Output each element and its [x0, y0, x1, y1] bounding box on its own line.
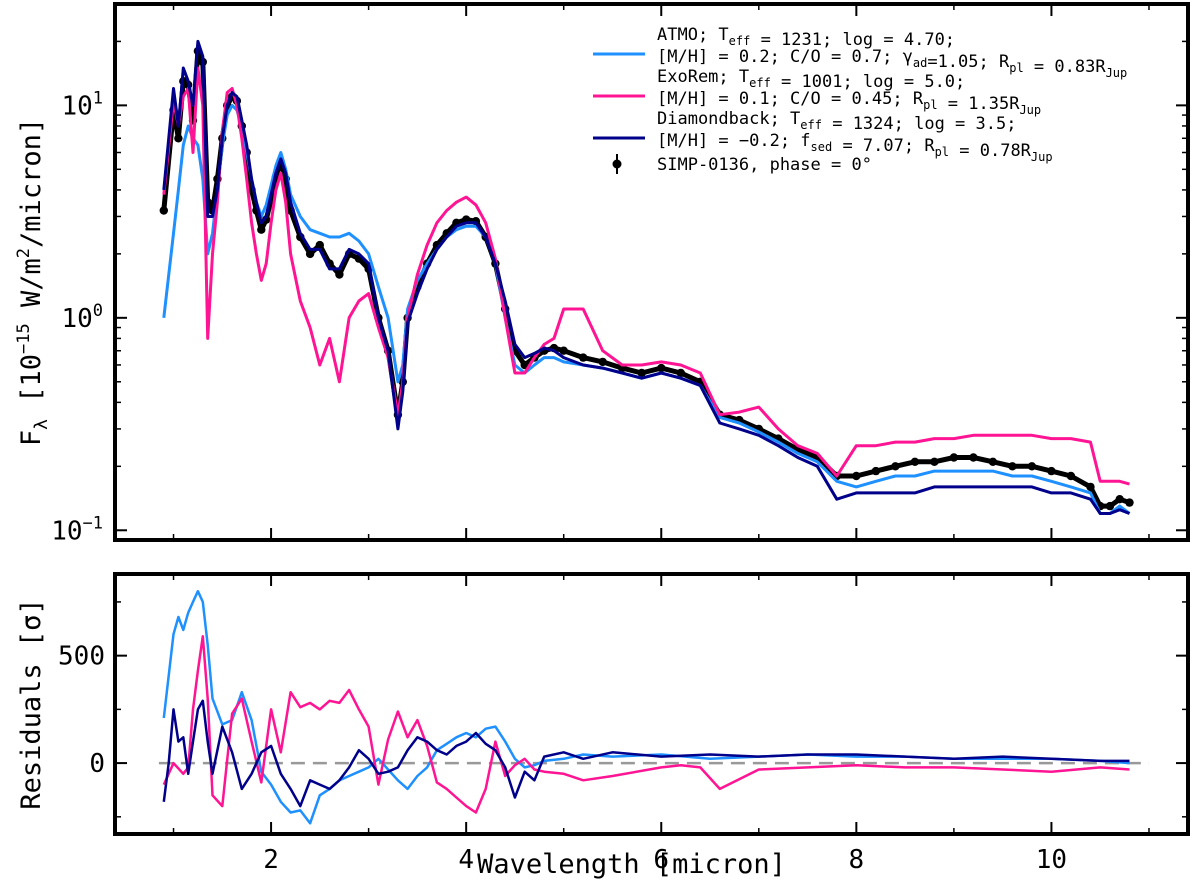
- legend-label: ATMO; Teff = 1231; log = 4.70;: [657, 25, 955, 50]
- x-tick-label: 8: [849, 845, 865, 875]
- spectrum-y-axis-label: Fλ [10−15 W/m2/micron]: [14, 118, 52, 446]
- y-tick-label: 0: [89, 749, 105, 779]
- x-axis-label: Wavelength [micron]: [477, 849, 786, 880]
- spectrum-panel: 101 100 10−1: [51, 2, 1190, 546]
- y-tick-label: 10−1: [51, 513, 103, 546]
- axis-labels: Wavelength [micron] Residuals [σ] Fλ [10−1…: [14, 118, 786, 880]
- legend-item-2: Diamondback; Teff = 1324; log = 3.5;[M/H…: [593, 109, 1053, 164]
- residual-line-atmo: [162, 589, 1130, 825]
- legend-point-handle: [612, 159, 622, 169]
- series-line-exorem: [162, 66, 1130, 486]
- legend-label: Diamondback; Teff = 1324; log = 3.5;: [657, 109, 1016, 134]
- residuals-frame: [113, 572, 1190, 836]
- y-tick-label: 101: [61, 88, 103, 121]
- legend: ATMO; Teff = 1231; log = 4.70;[M/H] = 0.…: [593, 25, 1127, 175]
- legend-item-3: SIMP-0136, phase = 0°: [612, 154, 872, 175]
- series-line-diamondback: [162, 39, 1131, 515]
- legend-item-0: ATMO; Teff = 1231; log = 4.70;[M/H] = 0.…: [593, 25, 1127, 80]
- residual-line-diamondback: [162, 699, 1130, 808]
- legend-label: ExoRem; Teff = 1001; log = 5.0;: [657, 67, 965, 92]
- residuals-panel: 2 4 6 8 10 0 500: [58, 572, 1190, 875]
- y-tick-label: 500: [58, 642, 105, 672]
- legend-item-1: ExoRem; Teff = 1001; log = 5.0;[M/H] = 0…: [593, 67, 1041, 117]
- x-tick-label: 10: [1036, 845, 1067, 875]
- residuals-plot-area: [158, 589, 1149, 825]
- x-tick-label: 2: [263, 845, 279, 875]
- legend-label: [M/H] = 0.1; C/O = 0.45; Rpl = 1.35RJup: [657, 89, 1041, 117]
- residuals-y-axis-label: Residuals [σ]: [16, 598, 47, 809]
- spectrum-frame: [113, 2, 1190, 542]
- legend-label: [M/H] = −0.2; fsed = 7.07; Rpl = 0.78RJu…: [657, 131, 1053, 164]
- legend-label: SIMP-0136, phase = 0°: [657, 155, 872, 175]
- y-tick-label: 100: [61, 301, 103, 334]
- x-tick-label: 6: [653, 845, 669, 875]
- x-tick-label: 4: [458, 845, 474, 875]
- legend-label: [M/H] = 0.2; C/O = 0.7; γad=1.05; Rpl = …: [657, 47, 1127, 80]
- spectrum-plot-area: [159, 39, 1134, 515]
- series-line-atmo: [162, 103, 1131, 515]
